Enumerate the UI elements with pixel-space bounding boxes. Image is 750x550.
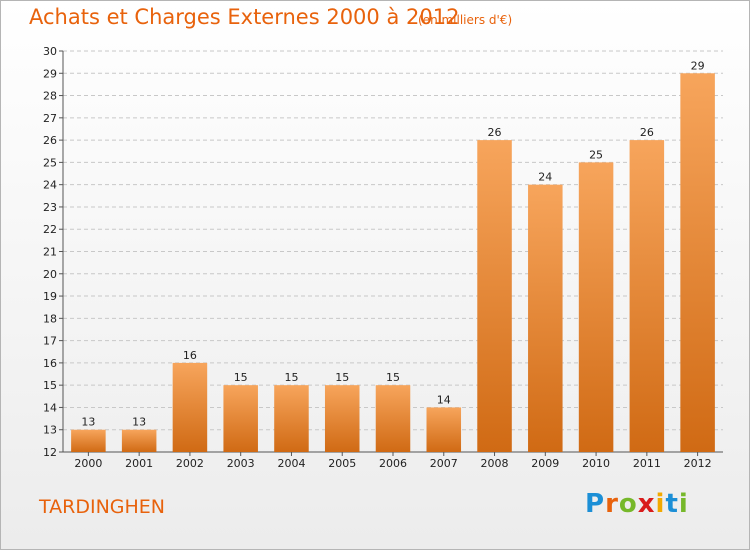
data-label: 15: [386, 371, 400, 384]
y-tick-label: 26: [43, 134, 57, 147]
x-tick-label: 2010: [582, 457, 610, 470]
bar: [274, 385, 309, 452]
y-tick-label: 30: [43, 45, 57, 58]
bar: [223, 385, 258, 452]
x-tick-label: 2000: [74, 457, 102, 470]
x-tick-label: 2007: [430, 457, 458, 470]
y-tick-label: 23: [43, 201, 57, 214]
x-tick-label: 2009: [531, 457, 559, 470]
chart-subtitle: (en milliers d'€): [418, 13, 513, 27]
logo-letter: r: [605, 489, 619, 519]
data-label: 16: [183, 349, 197, 362]
chart-title: Achats et Charges Externes 2000 à 2012: [29, 5, 460, 29]
x-tick-label: 2001: [125, 457, 153, 470]
bar: [324, 385, 360, 452]
x-tick-label: 2005: [328, 457, 356, 470]
logo-letter: i: [655, 489, 666, 519]
bar: [578, 162, 614, 452]
y-tick-label: 22: [43, 223, 57, 236]
data-label: 29: [691, 59, 705, 72]
logo-letter: i: [678, 489, 689, 519]
y-tick-label: 14: [43, 401, 57, 414]
bar: [172, 362, 208, 452]
x-tick-label: 2011: [633, 457, 661, 470]
x-tick-label: 2008: [481, 457, 509, 470]
data-label: 15: [284, 371, 298, 384]
y-tick-label: 20: [43, 268, 57, 281]
y-tick-label: 12: [43, 446, 57, 459]
x-tick-label: 2004: [277, 457, 305, 470]
bar: [121, 429, 157, 452]
data-label: 13: [81, 416, 95, 429]
y-tick-label: 25: [43, 156, 57, 169]
data-label: 13: [132, 416, 146, 429]
x-tick-label: 2006: [379, 457, 407, 470]
bar: [71, 429, 106, 452]
bar: [477, 140, 512, 452]
labels: 12 13 14 15 16 17 18 19 20 21 22 23 24 25 26 27 28 29 30 13…: [43, 45, 712, 470]
y-tick-label: 29: [43, 67, 57, 80]
data-label: 26: [488, 126, 502, 139]
bars: [71, 73, 715, 453]
bar: [375, 385, 411, 452]
y-tick-label: 19: [43, 290, 57, 303]
y-tick-label: 16: [43, 357, 57, 370]
x-tick-label: 2002: [176, 457, 204, 470]
bar: [426, 407, 462, 452]
logo-letter: o: [618, 489, 638, 519]
x-tick-label: 2012: [684, 457, 712, 470]
bar: [680, 73, 715, 453]
logo-letter: x: [637, 489, 656, 519]
logo-letter: t: [665, 489, 679, 519]
x-tick-label: 2003: [227, 457, 255, 470]
y-tick-label: 17: [43, 335, 57, 348]
y-tick-label: 13: [43, 424, 57, 437]
data-label: 26: [640, 126, 654, 139]
data-label: 15: [234, 371, 248, 384]
bar: [528, 184, 563, 452]
logo-letter: P: [585, 489, 606, 519]
y-tick-label: 24: [43, 179, 57, 192]
y-tick-label: 28: [43, 90, 57, 103]
proxiti-logo: Proxiti: [585, 489, 689, 519]
data-label: 15: [335, 371, 349, 384]
data-label: 24: [538, 171, 552, 184]
y-tick-label: 27: [43, 112, 57, 125]
y-tick-label: 21: [43, 246, 57, 259]
data-label: 14: [437, 393, 451, 406]
commune-name: TARDINGHEN: [39, 496, 166, 518]
data-label: 25: [589, 148, 603, 161]
y-tick-label: 15: [43, 379, 57, 392]
bar: [629, 140, 665, 452]
y-tick-label: 18: [43, 312, 57, 325]
